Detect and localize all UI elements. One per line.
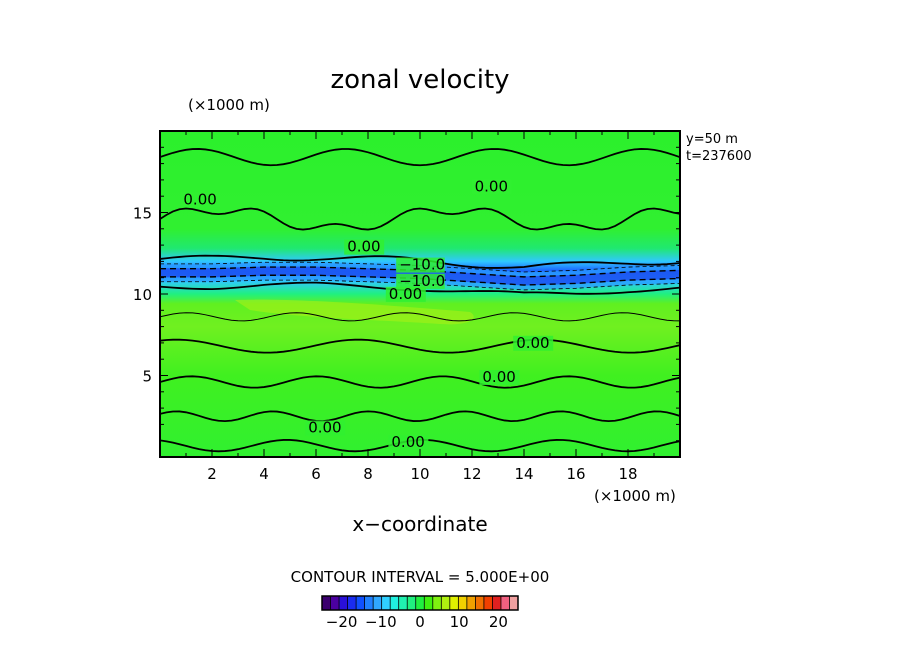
contour-label-bg xyxy=(305,420,346,436)
contour-label-bg xyxy=(479,370,520,386)
y-tick-label: 5 xyxy=(142,368,152,386)
contour-label: 0.00 xyxy=(183,190,216,208)
colorbar-swatch xyxy=(322,596,332,610)
contour-zero-1 xyxy=(160,207,680,231)
x-axis-unit: (×1000 m) xyxy=(594,487,676,505)
colorbar-swatch xyxy=(415,596,425,610)
colorbar-tick-label: 10 xyxy=(450,613,469,631)
colorbar-swatch xyxy=(492,596,502,610)
contour-label-bg xyxy=(513,335,554,351)
colorbar-swatch xyxy=(483,596,493,610)
field: 0.000.000.00−10.0−10.00.000.000.000.000.… xyxy=(160,131,680,457)
colorbar-swatch xyxy=(449,596,459,610)
colorbar-swatch xyxy=(398,596,408,610)
contour-label: 0.00 xyxy=(389,285,422,303)
colorbar-swatch xyxy=(373,596,383,610)
colorbar-tick-label: 20 xyxy=(489,613,508,631)
x-axis: 2 4 6 8 10 12 14 16 18 xyxy=(207,465,637,483)
colorbar-swatch xyxy=(381,596,391,610)
contour-label: 0.00 xyxy=(391,433,424,451)
x-tick-label: 14 xyxy=(514,465,533,483)
contour-zero-4 xyxy=(160,375,680,389)
y-tick-label: 10 xyxy=(133,286,152,304)
contour-zero-2 xyxy=(160,148,680,167)
colorbar-swatch xyxy=(475,596,485,610)
colorbar-swatch xyxy=(432,596,442,610)
contour-label: 0.00 xyxy=(482,368,515,386)
x-axis-label: x−coordinate xyxy=(352,512,487,536)
colorbar-swatch xyxy=(424,596,434,610)
contour-label: 0.00 xyxy=(347,238,380,256)
colorbar-swatch xyxy=(509,596,519,610)
colorbar: −20 −10 0 10 20 xyxy=(321,595,519,631)
contour-label-bg xyxy=(388,435,429,451)
x-tick-label: 4 xyxy=(259,465,269,483)
info-line: y=50 m xyxy=(686,132,738,147)
contour-label: −10.0 xyxy=(399,272,445,290)
colorbar-swatch xyxy=(390,596,400,610)
colorbar-swatch xyxy=(347,596,357,610)
colorbar-swatch xyxy=(339,596,349,610)
colorbar-swatch xyxy=(466,596,476,610)
x-tick-label: 16 xyxy=(566,465,585,483)
contour-pos5 xyxy=(160,312,680,322)
x-tick-label: 6 xyxy=(311,465,321,483)
contour-label: 0.00 xyxy=(475,177,508,195)
colorbar-swatch xyxy=(364,596,374,610)
x-tick-label: 10 xyxy=(410,465,429,483)
colorbar-tick-label: 0 xyxy=(415,613,425,631)
contour-label-bg xyxy=(396,257,445,273)
positive-region xyxy=(235,299,474,325)
y-tick-label: 15 xyxy=(133,205,152,223)
x-tick-label: 2 xyxy=(207,465,217,483)
chart-title: zonal velocity xyxy=(330,65,509,95)
colorbar-tick-label: −10 xyxy=(365,613,397,631)
y-axis-unit: (×1000 m) xyxy=(188,96,270,114)
colorbar-swatch xyxy=(330,596,340,610)
info-line: t=237600 xyxy=(686,149,752,164)
x-tick-label: 18 xyxy=(618,465,637,483)
contour-zero-5 xyxy=(160,410,680,423)
contour-interval-text: CONTOUR INTERVAL = 5.000E+00 xyxy=(291,568,550,586)
y-axis: 5 10 15 xyxy=(133,205,152,386)
contour-label-bg xyxy=(396,273,445,289)
colorbar-swatch xyxy=(458,596,468,610)
contour-label-bg xyxy=(344,239,385,255)
plot-area: 0.000.000.00−10.0−10.00.000.000.000.000.… xyxy=(159,130,681,458)
colorbar-swatch xyxy=(500,596,510,610)
contour-label: 0.00 xyxy=(516,334,549,352)
contour-label-bg xyxy=(385,286,426,302)
contour-zero-3 xyxy=(160,338,680,354)
x-tick-label: 12 xyxy=(462,465,481,483)
colorbar-swatch xyxy=(356,596,366,610)
contour-label: 0.00 xyxy=(308,419,341,437)
contour-label-bg xyxy=(180,192,221,208)
colorbar-swatch xyxy=(441,596,451,610)
contour-label-bg xyxy=(471,179,512,195)
colorbar-swatch xyxy=(407,596,417,610)
colorbar-frame xyxy=(321,595,519,611)
info-box: y=50 m t=237600 xyxy=(686,132,752,164)
x-tick-label: 8 xyxy=(363,465,373,483)
colorbar-tick-label: −20 xyxy=(326,613,358,631)
contour-label: −10.0 xyxy=(399,256,445,274)
